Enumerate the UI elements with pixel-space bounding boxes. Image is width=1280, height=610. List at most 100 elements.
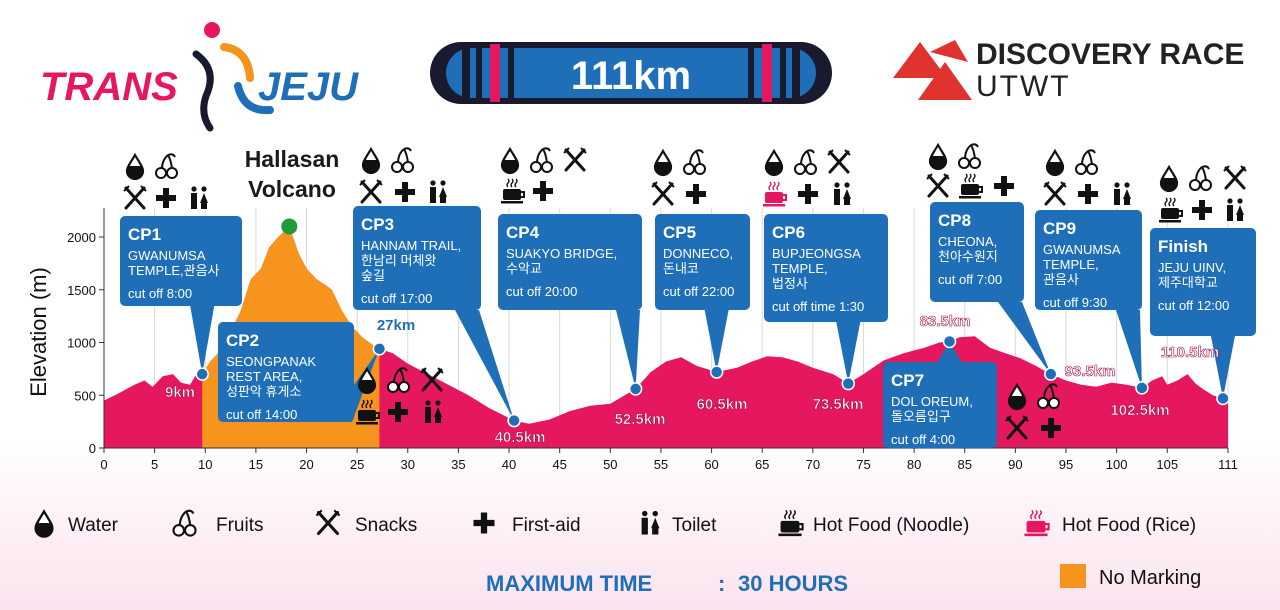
checkpoint-location: HANNAM TRAIL,: [361, 238, 461, 253]
no-marking-swatch: [1060, 564, 1086, 588]
chart-axes: 0 5 10 15 20 25 30 35 40 45 50 55 60 65 70 75 80 85 90 95 10…: [67, 208, 1238, 472]
checkpoint-amenities: [1005, 382, 1061, 440]
mountain-logo-icon: [893, 40, 972, 100]
y-tick-label: 2000: [67, 230, 96, 245]
legend-label: Hot Food (Rice): [1062, 515, 1196, 536]
x-tick-label: 15: [249, 457, 263, 472]
checkpoint-name: CP4: [506, 223, 540, 242]
checkpoint-distance-label: 102.5km: [1110, 402, 1169, 419]
x-tick-label: 40: [502, 457, 516, 472]
first-aid-icon: [156, 188, 176, 208]
y-tick-label: 1000: [67, 336, 96, 351]
checkpoint-marker: [942, 334, 957, 349]
checkpoint-amenities: [356, 366, 444, 425]
first-aid-icon: [395, 182, 415, 202]
checkpoint-cutoff: cut off 8:00: [128, 286, 192, 301]
first-aid-icon: [1041, 418, 1061, 438]
water-icon: [1159, 164, 1179, 193]
callout-box: [218, 322, 354, 422]
hot-noodle-icon: [959, 173, 983, 199]
logo-jeju-text: JEJU: [258, 65, 359, 109]
fruits-icon: [155, 153, 178, 179]
snacks-icon: [1005, 415, 1029, 440]
snacks-icon: [359, 179, 383, 204]
water-icon: [361, 146, 381, 175]
water-icon: [125, 152, 145, 181]
legend-item-snacks: Snacks: [315, 509, 417, 536]
callout-box: [353, 206, 481, 310]
x-tick-label: 80: [907, 457, 921, 472]
checkpoint-distance-label: 40.5km: [495, 429, 546, 446]
checkpoint-location: BUPJEONGSA: [772, 246, 861, 261]
water-icon: [1045, 148, 1065, 177]
fruits-icon: [794, 149, 817, 175]
snacks-icon: [827, 149, 851, 174]
distance-title: 111km: [571, 54, 691, 98]
checkpoint-location: TEMPLE,: [1043, 257, 1099, 272]
checkpoint-marker: [709, 365, 724, 379]
hot-noodle-icon: [778, 509, 804, 537]
checkpoint-location: TEMPLE,관음사: [128, 263, 220, 278]
checkpoint-name: CP1: [128, 225, 161, 244]
checkpoint-name: CP8: [938, 211, 971, 230]
checkpoint-marker: [841, 376, 856, 391]
checkpoint-location: DOL OREUM,: [891, 394, 973, 409]
callout-box: [1150, 228, 1256, 336]
legend: Water Fruits Snacks First-aid Toilet Hot Food…: [34, 509, 1196, 538]
toilet-icon: [1114, 182, 1131, 205]
checkpoint-cutoff: cut off 7:00: [938, 272, 1002, 287]
max-time-label: MAXIMUM TIME: [486, 571, 652, 596]
checkpoint-location: GWANUMSA: [128, 248, 206, 263]
fruits-icon: [391, 147, 414, 173]
checkpoint-cutoff: cut off 17:00: [361, 291, 432, 306]
x-tick-label: 20: [299, 457, 313, 472]
logo-trans-text: TRANS: [40, 65, 178, 109]
water-icon: [764, 148, 784, 177]
checkpoint-name: CP7: [891, 371, 924, 390]
first-aid-icon: [388, 402, 408, 422]
water-icon: [34, 509, 54, 538]
distance-banner: 111km: [430, 42, 832, 104]
checkpoint-cutoff: cut off 14:00: [226, 407, 297, 422]
callout-box: [764, 214, 888, 322]
summit-marker: Hallasan Volcano: [245, 146, 339, 235]
checkpoint-amenities: [500, 146, 587, 204]
callout-pointer: [998, 302, 1051, 375]
x-tick-label: 30: [401, 457, 415, 472]
checkpoint-distance-label: 60.5km: [697, 396, 748, 413]
checkpoint-marker: [1044, 367, 1058, 381]
water-icon: [500, 146, 520, 175]
checkpoint-location: 성판악 휴게소: [226, 384, 301, 399]
x-tick-label: 75: [856, 457, 870, 472]
checkpoint-cutoff: cut off 9:30: [1043, 295, 1107, 310]
checkpoint-cutoff: cut off time 1:30: [772, 299, 864, 314]
x-tick-label: 70: [806, 457, 820, 472]
checkpoint-name: Finish: [1158, 237, 1208, 256]
fruits-icon: [387, 367, 410, 393]
callout-box: [930, 202, 1024, 302]
checkpoint-location: 제주대학교: [1158, 275, 1218, 290]
max-time-separator: :: [718, 571, 725, 596]
checkpoint-callout-cp4: CP4 SUAKYO BRIDGE,수악교 cut off 20:00: [498, 214, 642, 389]
x-tick-label: 85: [957, 457, 971, 472]
snacks-icon: [123, 185, 147, 210]
checkpoint-location: 법정사: [772, 276, 808, 291]
checkpoint-cutoff: cut off 20:00: [506, 284, 577, 299]
first-aid-icon: [994, 176, 1014, 196]
x-tick-label: 55: [654, 457, 668, 472]
legend-item-hot-rice: Hot Food (Rice): [1024, 509, 1196, 537]
checkpoint-callout-cp5: CP5 DONNECO,돈내코 cut off 22:00: [655, 214, 750, 373]
water-icon: [1007, 382, 1027, 411]
legend-item-toilet: Toilet: [641, 510, 717, 536]
first-aid-icon: [1192, 200, 1212, 220]
checkpoint-amenities: [926, 142, 1014, 199]
legend-item-fruits: Fruits: [172, 509, 264, 537]
checkpoint-location: CHEONA,: [938, 234, 997, 249]
x-tick-label: 95: [1059, 457, 1073, 472]
fruits-icon: [958, 143, 981, 169]
legend-label: First-aid: [512, 515, 581, 536]
